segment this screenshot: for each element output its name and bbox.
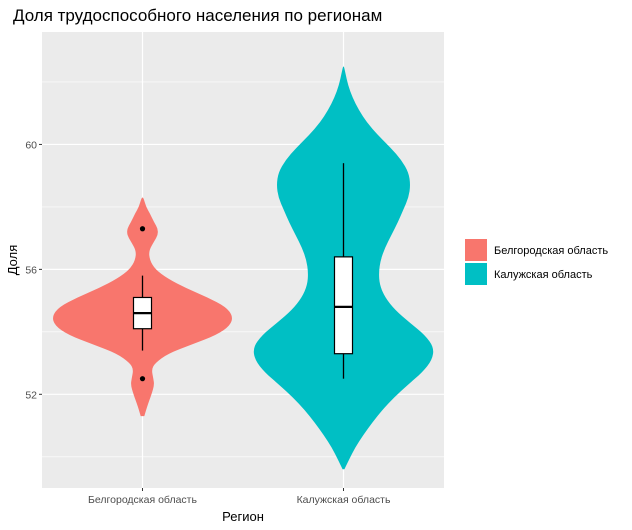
y-tick-label: 52: [25, 389, 37, 401]
y-tick-label: 56: [25, 264, 37, 276]
boxplots: [132, 163, 354, 382]
axes: 52 56 60 Белгородская область Калужская обла…: [25, 139, 391, 506]
legend-key: [465, 239, 487, 261]
x-axis-title: Регион: [222, 509, 264, 524]
outlier-point: [139, 376, 146, 382]
box-iqr: [333, 256, 354, 355]
y-axis-title: Доля: [5, 245, 20, 276]
legend: Белгородская область Калужская область: [465, 239, 608, 285]
plot-panel: [42, 32, 444, 488]
chart-title: Доля трудоспособного населения по регион…: [13, 6, 382, 25]
legend-label: Белгородская область: [494, 245, 608, 257]
y-tick-label: 60: [25, 139, 37, 151]
x-tick-label: Белгородская область: [88, 494, 197, 506]
legend-label: Калужская область: [494, 269, 593, 281]
x-tick-label: Калужская область: [297, 494, 391, 506]
outlier-point: [139, 226, 146, 232]
legend-key: [465, 263, 487, 285]
